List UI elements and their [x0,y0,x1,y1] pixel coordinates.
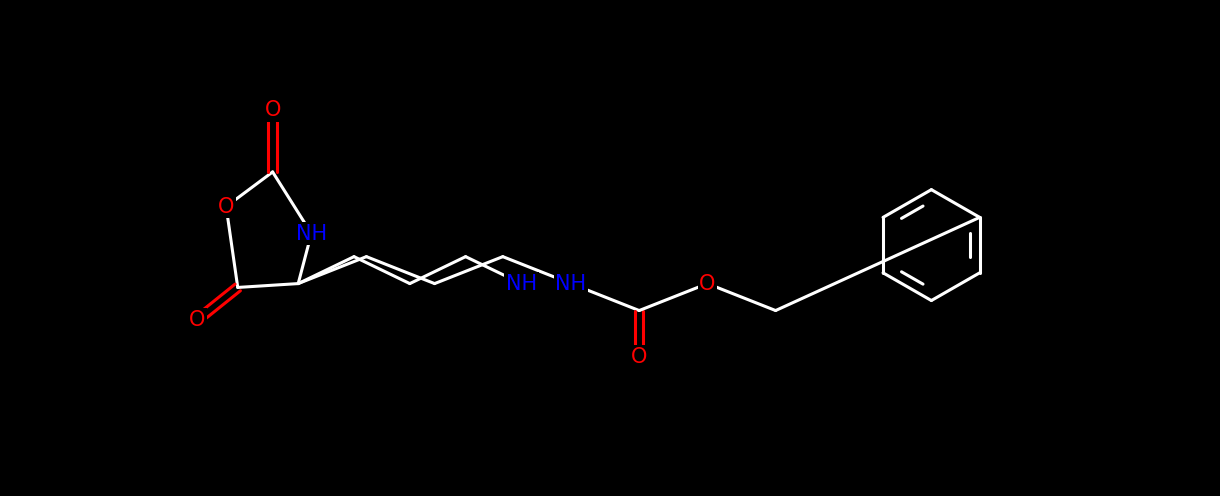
Text: O: O [189,310,206,330]
Text: O: O [631,347,648,367]
Text: O: O [218,196,234,217]
Text: O: O [265,100,281,121]
Text: NH: NH [555,274,587,294]
Text: NH: NH [295,224,327,244]
Text: O: O [699,274,716,294]
Text: NH: NH [506,274,537,294]
